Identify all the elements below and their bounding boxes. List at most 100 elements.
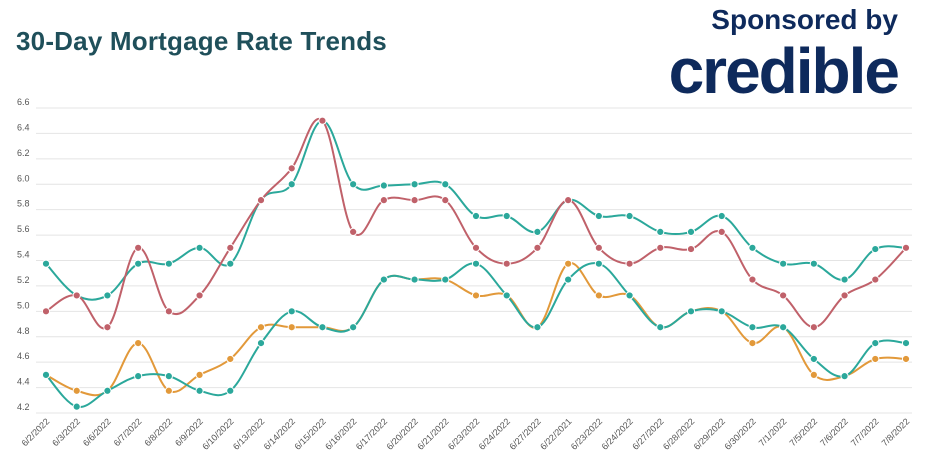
data-point (164, 372, 173, 381)
data-point (72, 386, 81, 395)
data-point (748, 323, 757, 332)
data-point (656, 243, 665, 252)
x-tick-label: 6/27/2022 (507, 416, 542, 451)
x-tick-label: 6/23/2022 (569, 416, 604, 451)
y-tick-label: 5.2 (17, 275, 30, 285)
x-tick-label: 6/20/2022 (385, 416, 420, 451)
x-tick-label: 6/16/2022 (323, 416, 358, 451)
x-tick-label: 6/6/2022 (81, 416, 113, 448)
x-tick-label: 6/8/2022 (142, 416, 174, 448)
data-point (656, 323, 665, 332)
y-tick-label: 4.4 (17, 377, 30, 387)
data-point (103, 386, 112, 395)
data-point (134, 339, 143, 348)
data-point (471, 211, 481, 221)
data-point (287, 180, 296, 189)
data-point (379, 181, 388, 190)
data-point (134, 372, 143, 381)
data-point (410, 180, 419, 189)
data-point (625, 259, 634, 268)
data-point (256, 196, 266, 205)
data-point (717, 227, 726, 237)
x-tick-label: 6/2/2022 (20, 416, 52, 448)
data-point (871, 244, 880, 254)
data-point (779, 259, 788, 268)
data-point (164, 307, 173, 316)
y-tick-label: 5.0 (17, 300, 30, 310)
data-point (533, 243, 542, 252)
y-tick-label: 4.6 (17, 351, 30, 361)
data-point (195, 370, 204, 379)
data-point (441, 275, 450, 284)
data-point (748, 339, 757, 348)
data-point (256, 339, 266, 348)
data-point (441, 180, 450, 189)
data-point (134, 259, 143, 268)
data-point (287, 164, 296, 173)
data-point (594, 291, 603, 300)
data-point (809, 354, 818, 364)
data-point (502, 211, 511, 221)
data-point (72, 402, 81, 411)
data-point (287, 323, 296, 332)
data-point (134, 243, 143, 252)
x-tick-label: 7/7/2022 (849, 416, 881, 448)
x-tick-label: 6/7/2022 (112, 416, 144, 448)
credible-logo: credible (668, 35, 900, 107)
x-tick-label: 6/3/2022 (50, 416, 82, 448)
data-point (195, 291, 204, 300)
data-point (564, 196, 573, 205)
x-axis-ticks: 6/2/20226/3/20226/6/20226/7/20226/8/2022… (20, 416, 912, 451)
data-point (564, 259, 573, 268)
data-point (686, 227, 696, 237)
data-point (594, 211, 603, 221)
y-tick-label: 5.6 (17, 224, 30, 234)
data-point (226, 386, 235, 395)
y-tick-label: 5.8 (17, 199, 30, 209)
data-point (502, 291, 511, 300)
data-point (656, 227, 665, 237)
y-tick-label: 6.4 (17, 122, 30, 132)
data-point (349, 227, 358, 237)
data-point (379, 275, 388, 284)
data-point (256, 323, 266, 332)
data-point (72, 291, 81, 300)
data-point (779, 291, 788, 300)
series-layer (41, 116, 911, 411)
data-point (379, 196, 388, 205)
data-point (103, 323, 112, 332)
chart-title: 30-Day Mortgage Rate Trends (16, 26, 387, 56)
data-point (318, 116, 327, 125)
data-point (840, 275, 849, 284)
data-point (471, 243, 481, 252)
x-tick-label: 7/5/2022 (787, 416, 819, 448)
data-point (226, 354, 235, 364)
y-tick-label: 6.6 (17, 97, 30, 107)
data-point (594, 259, 603, 268)
y-tick-label: 5.4 (17, 250, 30, 260)
series-4 (41, 259, 911, 411)
data-point (103, 291, 112, 300)
data-point (594, 243, 603, 252)
sponsor-block: Sponsored by credible (608, 2, 900, 107)
data-point (625, 211, 634, 221)
data-point (564, 275, 573, 284)
data-point (809, 370, 818, 379)
y-tick-label: 6.2 (17, 148, 30, 158)
data-point (226, 243, 235, 252)
data-point (871, 339, 880, 348)
x-tick-label: 6/13/2022 (231, 416, 266, 451)
data-point (226, 259, 235, 268)
data-point (871, 354, 880, 364)
x-tick-label: 6/10/2022 (200, 416, 235, 451)
data-point (41, 370, 51, 379)
data-point (748, 275, 757, 284)
data-point (349, 323, 358, 332)
data-point (410, 275, 419, 284)
x-tick-label: 6/14/2022 (262, 416, 297, 451)
data-point (164, 386, 173, 395)
x-tick-label: 6/24/2022 (600, 416, 635, 451)
data-point (164, 259, 173, 268)
series-line (45, 262, 907, 409)
x-tick-label: 7/1/2022 (757, 416, 789, 448)
